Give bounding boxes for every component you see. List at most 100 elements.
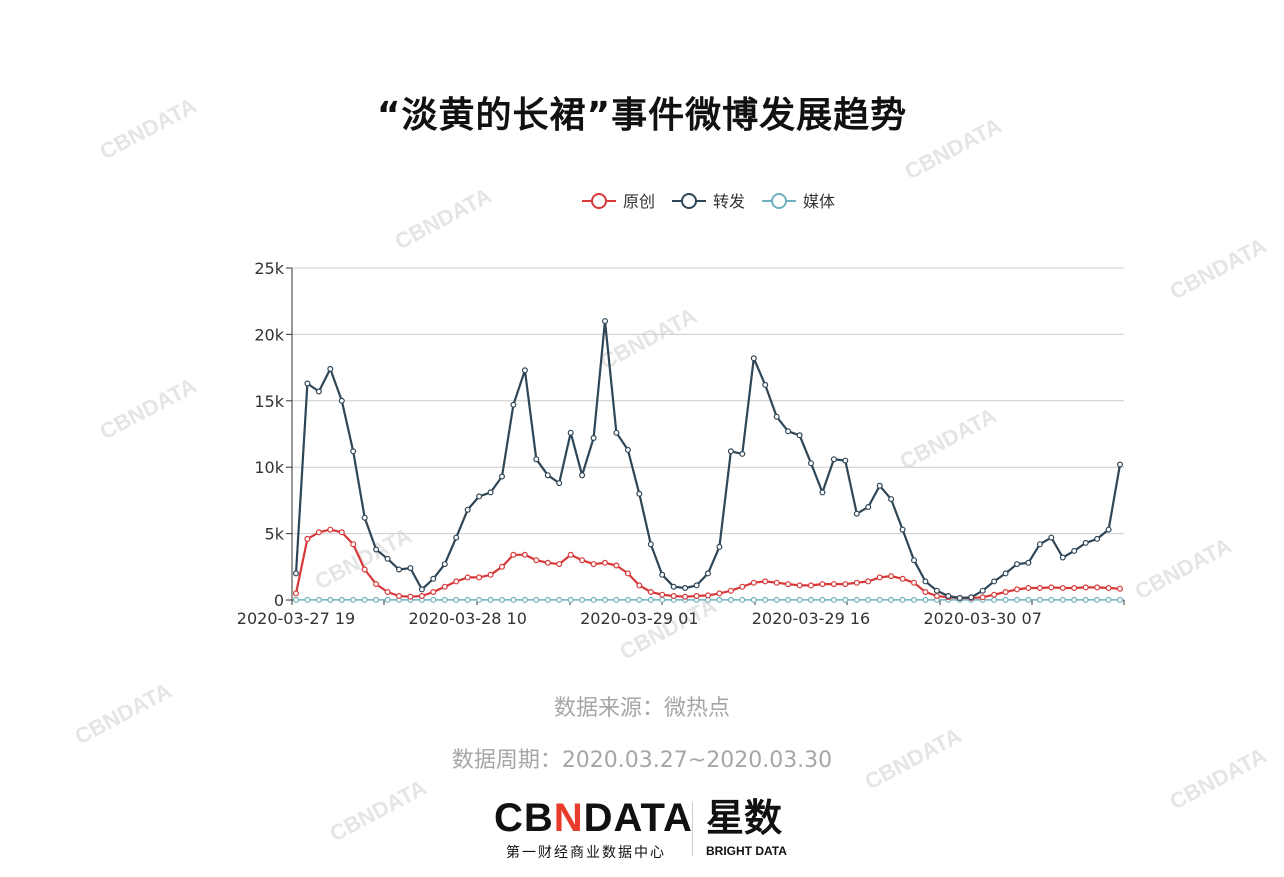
data-point bbox=[556, 596, 563, 603]
data-point bbox=[762, 578, 769, 585]
data-point bbox=[647, 596, 654, 603]
data-point bbox=[384, 555, 391, 562]
brightdata-subtitle: BRIGHT DATA bbox=[706, 844, 787, 858]
data-point bbox=[487, 596, 494, 603]
data-point bbox=[350, 596, 357, 603]
data-point bbox=[510, 401, 517, 408]
data-point bbox=[693, 592, 700, 599]
data-point bbox=[1002, 570, 1009, 577]
data-point bbox=[659, 591, 666, 598]
data-point bbox=[441, 561, 448, 568]
x-tick-label-0: 2020-03-27 19 bbox=[237, 609, 355, 628]
data-point bbox=[533, 557, 540, 564]
data-point bbox=[373, 596, 380, 603]
data-point bbox=[842, 596, 849, 603]
data-point bbox=[418, 592, 425, 599]
data-point bbox=[899, 526, 906, 533]
data-point bbox=[418, 586, 425, 593]
data-point bbox=[830, 456, 837, 463]
data-point bbox=[933, 587, 940, 594]
watermark-5: CBNDATA bbox=[596, 303, 701, 375]
data-point bbox=[430, 575, 437, 582]
data-point bbox=[521, 596, 528, 603]
logo-suffix: DATA bbox=[583, 796, 693, 840]
logo-prefix: CB bbox=[494, 796, 554, 840]
data-point bbox=[556, 561, 563, 568]
data-point bbox=[991, 591, 998, 598]
data-point bbox=[670, 592, 677, 599]
data-point bbox=[865, 578, 872, 585]
legend-item-1[interactable]: 转发 bbox=[672, 192, 745, 211]
data-point bbox=[544, 472, 551, 479]
data-point bbox=[590, 596, 597, 603]
legend-item-2[interactable]: 媒体 bbox=[762, 192, 835, 211]
logo-accent-letter: N bbox=[553, 796, 584, 840]
data-point bbox=[773, 596, 780, 603]
data-point bbox=[293, 590, 300, 597]
data-point bbox=[1082, 584, 1089, 591]
data-point bbox=[327, 526, 334, 533]
data-point bbox=[464, 506, 471, 513]
y-tick-label-5: 25k bbox=[254, 259, 284, 278]
data-point bbox=[567, 551, 574, 558]
data-point bbox=[601, 596, 608, 603]
data-point bbox=[876, 574, 883, 581]
data-point bbox=[922, 578, 929, 585]
data-point bbox=[876, 482, 883, 489]
data-point bbox=[796, 596, 803, 603]
y-tick-label-3: 15k bbox=[254, 392, 284, 411]
data-point bbox=[853, 579, 860, 586]
y-tick-label-2: 10k bbox=[254, 458, 284, 477]
logo-divider bbox=[692, 802, 693, 856]
data-point bbox=[487, 571, 494, 578]
data-point bbox=[579, 557, 586, 564]
data-point bbox=[1116, 596, 1123, 603]
data-point bbox=[510, 596, 517, 603]
data-point bbox=[796, 432, 803, 439]
cbndata-logo: CBNDATA 第一财经商业数据中心 bbox=[494, 796, 692, 862]
data-point bbox=[384, 596, 391, 603]
data-point bbox=[910, 557, 917, 564]
data-point bbox=[853, 596, 860, 603]
data-point bbox=[304, 596, 311, 603]
data-point bbox=[1025, 584, 1032, 591]
watermark-12: CBNDATA bbox=[326, 775, 431, 847]
data-point bbox=[624, 596, 631, 603]
legend-marker-1 bbox=[681, 193, 697, 209]
data-point bbox=[533, 456, 540, 463]
data-point bbox=[682, 593, 689, 600]
data-point bbox=[373, 581, 380, 588]
data-point bbox=[1071, 596, 1078, 603]
data-point bbox=[407, 565, 414, 572]
data-point bbox=[785, 596, 792, 603]
chart-legend[interactable]: 原创 转发 媒体 bbox=[582, 192, 835, 211]
data-point bbox=[647, 588, 654, 595]
data-point bbox=[327, 365, 334, 372]
data-point bbox=[533, 596, 540, 603]
watermark-2: CBNDATA bbox=[901, 113, 1006, 185]
data-point bbox=[659, 596, 666, 603]
data-point bbox=[1048, 596, 1055, 603]
data-point bbox=[315, 388, 322, 395]
data-point bbox=[304, 380, 311, 387]
data-point bbox=[739, 596, 746, 603]
cbndata-wordmark: CBNDATA bbox=[494, 796, 692, 840]
data-point bbox=[579, 596, 586, 603]
data-point bbox=[1071, 584, 1078, 591]
data-point bbox=[1059, 584, 1066, 591]
data-point bbox=[910, 596, 917, 603]
legend-marker-0 bbox=[591, 193, 607, 209]
data-point bbox=[1048, 584, 1055, 591]
series-line-1 bbox=[294, 320, 1122, 600]
data-period-note: 数据周期：2020.03.27~2020.03.30 bbox=[451, 748, 833, 773]
data-point bbox=[876, 596, 883, 603]
data-point bbox=[979, 594, 986, 601]
data-point bbox=[636, 582, 643, 589]
watermark-0: CBNDATA bbox=[96, 93, 201, 165]
legend-item-0[interactable]: 原创 bbox=[582, 192, 655, 211]
data-point bbox=[556, 480, 563, 487]
data-point bbox=[338, 397, 345, 404]
watermark-9: CBNDATA bbox=[616, 593, 721, 665]
grid-lines bbox=[292, 267, 1124, 535]
data-point bbox=[682, 584, 689, 591]
